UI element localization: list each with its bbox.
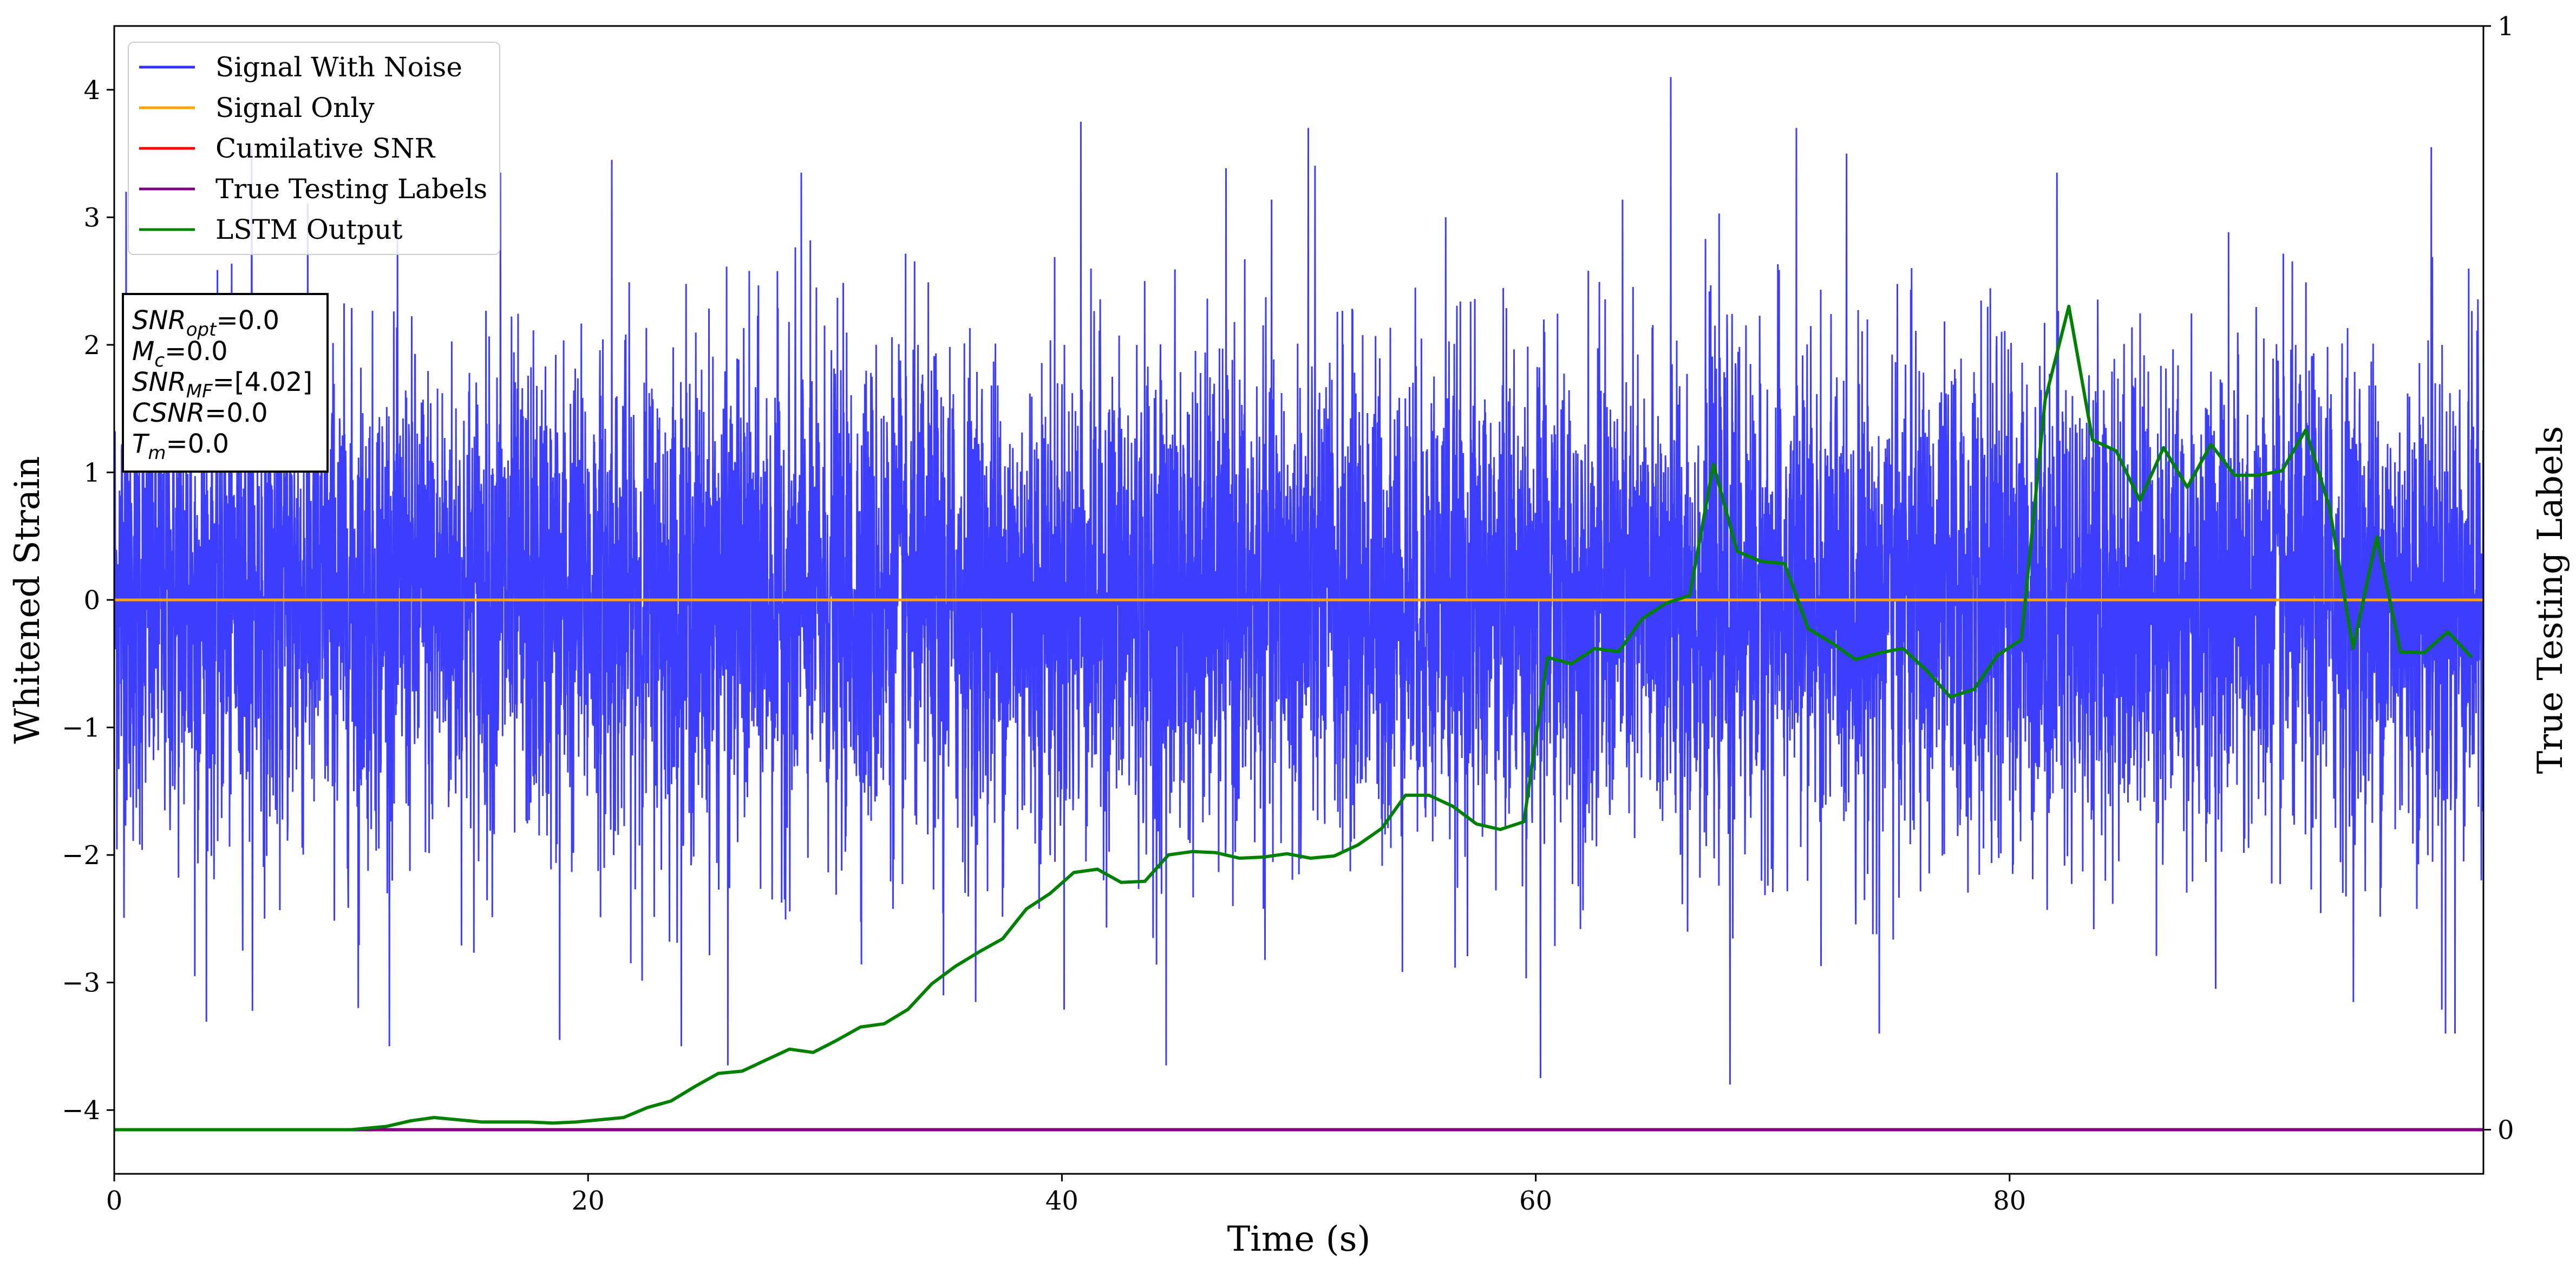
y-tick-label: −1 (62, 713, 100, 743)
parameter-info-box: SNRopt=0.0Mc=0.0SNRMF=[4.02]CSNR=0.0Tm=0… (122, 293, 329, 473)
legend-label: True Testing Labels (215, 173, 487, 205)
info-box-line: SNRopt=0.0 (132, 305, 279, 341)
series-lstm-output (114, 304, 2473, 1132)
y2-axis-ticks: 01 (2483, 11, 2514, 1145)
x-axis-label: Time (s) (1227, 1219, 1371, 1259)
legend: Signal With Noise Signal Only Cumilative S… (128, 42, 500, 255)
x-tick-label: 0 (106, 1186, 123, 1216)
legend-label: Signal Only (215, 92, 375, 123)
x-tick-label: 20 (572, 1186, 605, 1216)
info-box-frame (122, 293, 329, 473)
x-tick-label: 80 (1993, 1186, 2026, 1216)
y-tick-label: 2 (83, 330, 100, 361)
y2-tick-label: 1 (2497, 11, 2514, 42)
info-box-line: Tm=0.0 (132, 429, 229, 464)
y-axis-ticks: −4 −3 −2 −1 0 1 2 3 4 (62, 75, 114, 1126)
info-box-line: CSNR=0.0 (132, 398, 268, 428)
y-tick-label: 0 (83, 585, 100, 616)
y-tick-label: −4 (62, 1095, 100, 1126)
y2-axis-label: True Testing Labels (2531, 426, 2571, 774)
info-box-line: SNRMF=[4.02] (132, 367, 312, 402)
y-tick-label: −2 (62, 840, 100, 871)
series-signal-with-noise (114, 77, 2483, 1085)
plot-data-layer (114, 77, 2483, 1132)
info-box-line: Mc=0.0 (132, 336, 228, 371)
legend-box (128, 42, 500, 255)
y-tick-label: 4 (83, 75, 100, 106)
y-tick-label: 3 (83, 202, 100, 233)
x-tick-label: 60 (1519, 1186, 1552, 1216)
legend-label: Cumilative SNR (215, 133, 435, 164)
y-tick-label: 1 (83, 458, 100, 488)
x-axis-ticks: 0 20 40 60 80 (106, 1174, 2026, 1216)
y-axis-label: Whitened Strain (8, 456, 48, 743)
y-tick-label: −3 (62, 968, 100, 998)
x-tick-label: 40 (1045, 1186, 1078, 1216)
y2-tick-label: 0 (2497, 1115, 2514, 1145)
legend-label: LSTM Output (215, 214, 402, 245)
legend-label: Signal With Noise (215, 51, 462, 83)
